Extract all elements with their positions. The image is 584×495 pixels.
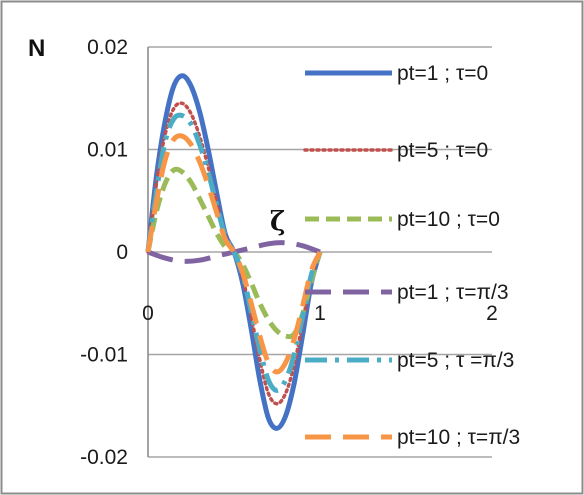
legend-label: pt=1 ; τ=0 [397, 62, 488, 85]
legend-label: pt=10 ; τ=0 [397, 208, 500, 231]
y-axis-title: N [28, 35, 45, 62]
y-tick-label: -0.02 [80, 446, 128, 469]
y-tick-label: 0.01 [87, 139, 128, 162]
y-tick-label: 0.02 [87, 36, 128, 59]
series-line-6 [145, 133, 323, 375]
x-tick-label: 2 [486, 302, 498, 325]
y-tick-label: 0 [116, 241, 128, 264]
legend-label: pt=5 ; τ=0 [397, 139, 488, 162]
x-tick-label: 0 [142, 302, 154, 325]
y-tick-label: -0.01 [80, 344, 128, 367]
legend-label: pt=5 ; τ =π/3 [397, 349, 514, 372]
x-tick-label: 1 [314, 302, 326, 325]
legend-label: pt=1 ; τ=π/3 [397, 281, 509, 304]
legend-label: pt=10 ; τ=π/3 [397, 426, 520, 449]
series-line-5 [145, 112, 323, 393]
x-axis-title: ζ [270, 207, 285, 237]
